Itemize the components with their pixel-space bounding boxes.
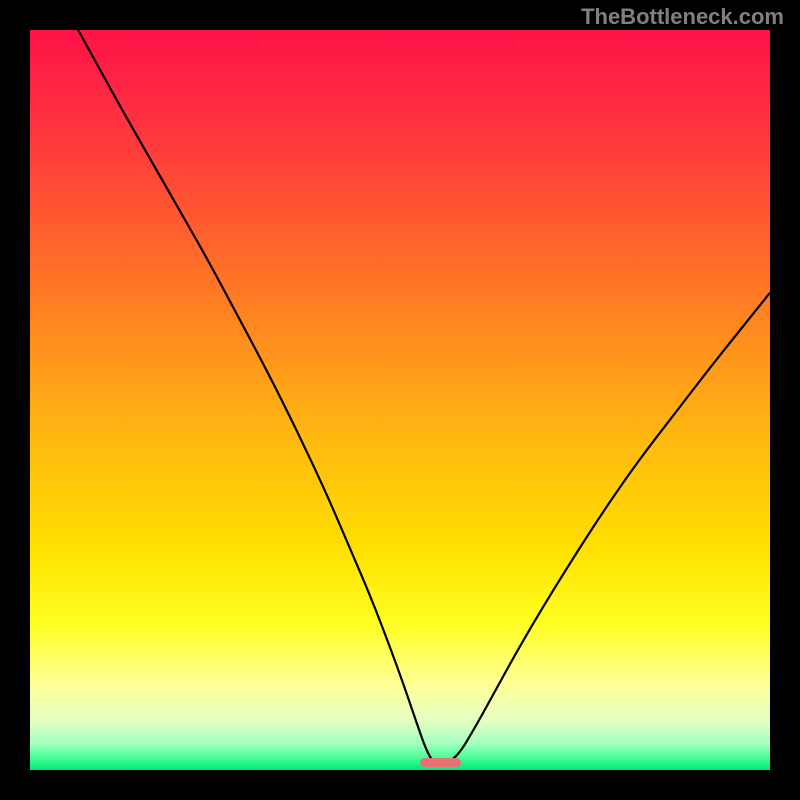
bottleneck-curve <box>30 30 770 770</box>
plot-area <box>30 30 770 770</box>
watermark-text: TheBottleneck.com <box>581 4 784 30</box>
chart-container: TheBottleneck.com <box>0 0 800 800</box>
curve-path <box>78 30 770 763</box>
minimum-marker <box>420 758 461 768</box>
